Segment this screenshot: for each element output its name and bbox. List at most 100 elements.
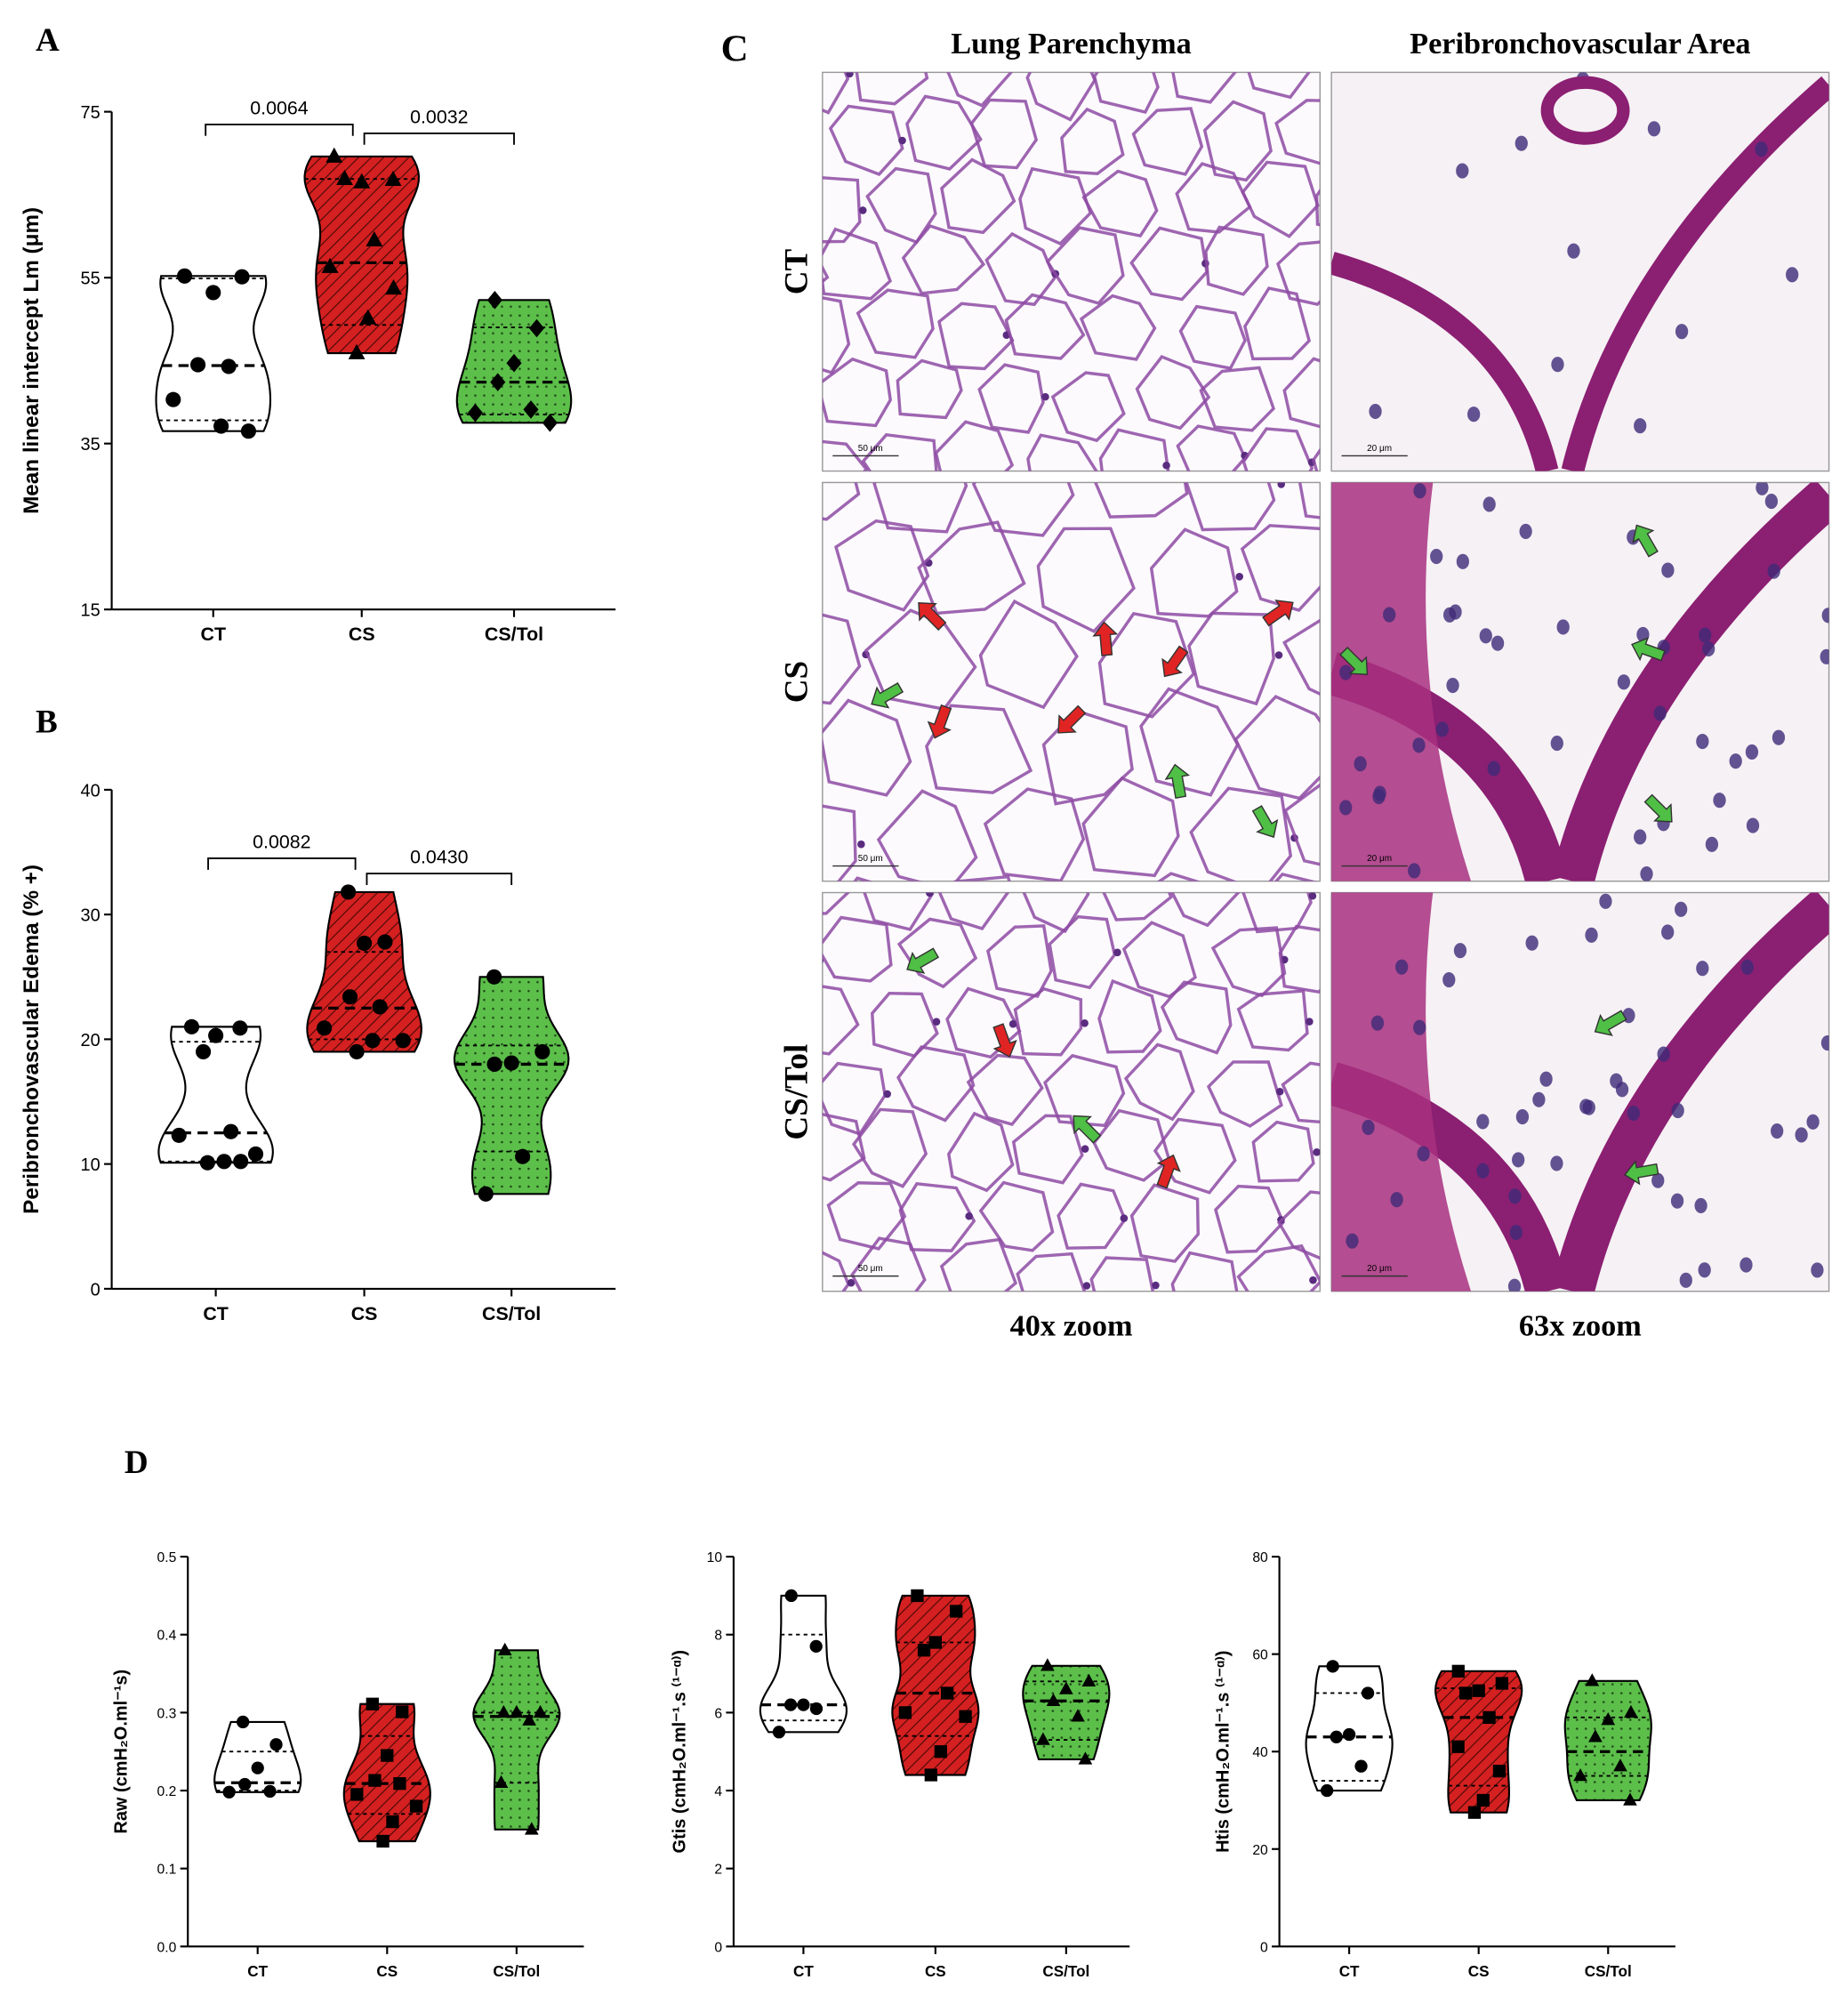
nucleus xyxy=(1412,737,1426,753)
tissue xyxy=(619,332,1321,881)
point xyxy=(1046,1693,1061,1706)
point xyxy=(784,1589,798,1603)
alveolus xyxy=(1048,914,1117,990)
alveolus xyxy=(969,98,1039,170)
alveolus xyxy=(1201,0,1268,51)
alveolus xyxy=(704,431,783,502)
nucleus xyxy=(1515,1109,1530,1125)
alveolus xyxy=(898,1182,976,1252)
alveolus xyxy=(1170,1251,1239,1292)
y-tick-label: 40 xyxy=(81,781,100,801)
point xyxy=(1482,1710,1496,1725)
x-tick-label: CS xyxy=(376,1963,398,1980)
y-tick-label: 0.2 xyxy=(157,1784,177,1799)
point xyxy=(353,173,371,189)
nucleus xyxy=(1370,1015,1385,1031)
nucleus xyxy=(1277,482,1286,488)
arrow xyxy=(1092,621,1119,656)
alveolus xyxy=(1123,1042,1195,1122)
alveolus xyxy=(985,924,1053,999)
arrow xyxy=(1161,645,1189,678)
alveolus xyxy=(896,1045,976,1123)
point xyxy=(1451,1740,1465,1753)
point xyxy=(237,1715,250,1729)
alveolus xyxy=(856,288,935,359)
point xyxy=(1623,1792,1637,1806)
nucleus xyxy=(1550,736,1563,752)
alveolus xyxy=(1282,357,1321,429)
point xyxy=(1071,1709,1085,1722)
y-tick-label: 0.0 xyxy=(157,1940,177,1955)
point xyxy=(941,1686,954,1700)
nucleus xyxy=(1696,734,1709,750)
violin xyxy=(1022,1664,1111,1761)
y-tick-label: 0.4 xyxy=(157,1629,177,1644)
point xyxy=(1601,1712,1616,1726)
nucleus xyxy=(812,395,820,403)
arrow xyxy=(1262,600,1294,627)
point xyxy=(783,1698,798,1711)
nucleus xyxy=(932,1018,941,1026)
alveolus xyxy=(687,598,773,705)
alveolus xyxy=(872,482,968,534)
nucleus xyxy=(1041,392,1049,401)
nucleus xyxy=(1339,664,1353,680)
point xyxy=(809,1639,823,1654)
x-tick-label: CS xyxy=(1468,1963,1490,1980)
point xyxy=(503,1055,519,1071)
nucleus xyxy=(1512,1152,1525,1168)
alveolus xyxy=(945,986,1022,1059)
alveolus xyxy=(1098,428,1170,471)
alveolus xyxy=(940,157,1016,235)
nucleus xyxy=(1740,959,1754,975)
point xyxy=(1585,1673,1600,1686)
point xyxy=(510,1704,524,1718)
alveolus xyxy=(1276,240,1321,307)
y-tick-label: 15 xyxy=(81,601,100,621)
alveolus xyxy=(1236,989,1309,1052)
alveolus xyxy=(1013,986,1083,1057)
nucleus xyxy=(1390,1192,1403,1208)
point xyxy=(528,318,545,338)
nucleus xyxy=(1113,948,1121,957)
zoom-label: 40x zoom xyxy=(1010,1309,1133,1343)
nucleus xyxy=(1657,1046,1670,1062)
alveolus xyxy=(1045,226,1125,305)
alveolus xyxy=(619,332,706,439)
point xyxy=(205,285,221,301)
point xyxy=(357,935,373,951)
nucleus xyxy=(1702,640,1715,657)
point xyxy=(542,414,558,432)
scale-bar-label: 20 μm xyxy=(1367,854,1392,864)
arrow xyxy=(1624,1159,1659,1186)
alveolus xyxy=(1097,978,1162,1054)
point xyxy=(490,373,506,391)
y-axis-label: Peribronchovascular Edema (% +) xyxy=(20,865,44,1214)
arrow xyxy=(1073,1115,1102,1144)
point xyxy=(321,257,339,273)
alveolus xyxy=(830,0,902,37)
point xyxy=(1058,1681,1073,1694)
nucleus xyxy=(1507,1278,1522,1292)
nucleus xyxy=(1352,1338,1360,1346)
nucleus xyxy=(815,1339,823,1347)
alveolus xyxy=(905,94,983,171)
point xyxy=(1573,1768,1587,1782)
nucleus xyxy=(1339,800,1353,816)
point xyxy=(928,1636,942,1649)
scale-bar-label: 20 μm xyxy=(1367,444,1392,454)
point xyxy=(317,1020,333,1036)
point xyxy=(1492,1764,1507,1778)
x-tick-label: CT xyxy=(793,1963,814,1980)
point xyxy=(917,1644,931,1657)
alveolus xyxy=(851,1107,928,1188)
alveolus xyxy=(822,227,893,301)
point xyxy=(924,1768,937,1782)
nucleus xyxy=(1567,243,1580,259)
nucleus xyxy=(766,827,774,835)
point xyxy=(393,1777,406,1791)
alveolus xyxy=(722,523,811,619)
alveolus xyxy=(901,224,986,295)
alveolus xyxy=(1236,1243,1321,1292)
alveolus xyxy=(1274,99,1321,165)
